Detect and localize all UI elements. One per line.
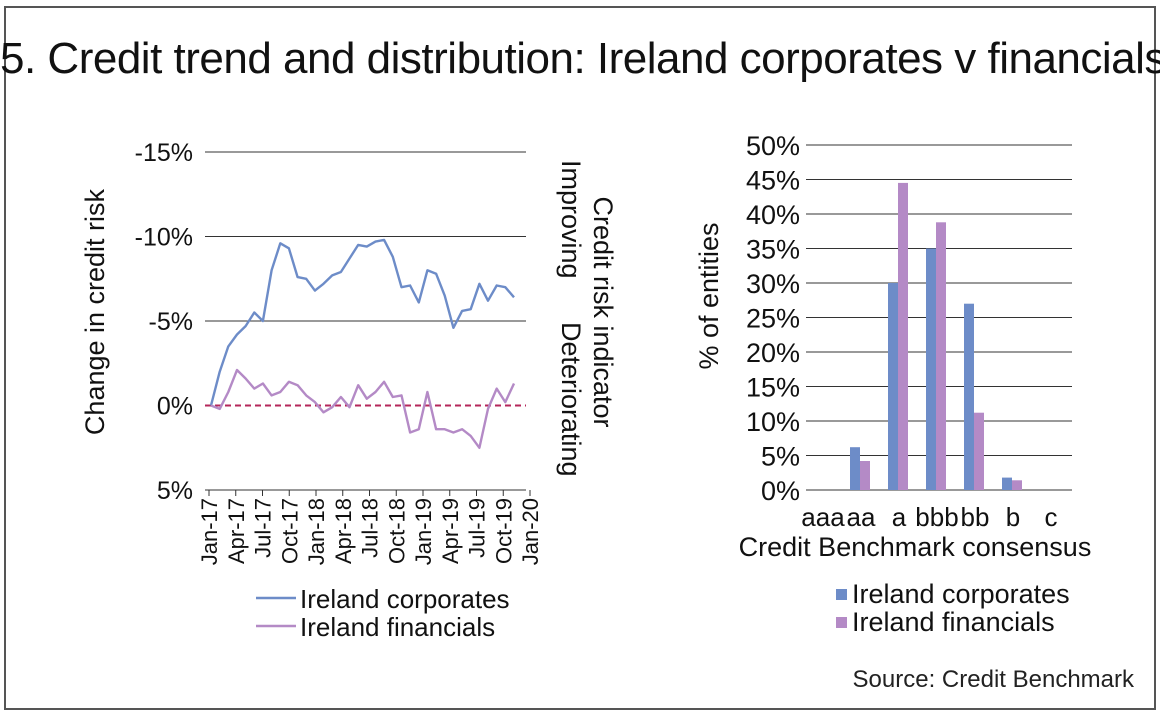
x-tick-label: Oct-18 (384, 498, 409, 564)
y-tick-label: 25% (746, 304, 800, 334)
bar-a-financials (898, 182, 908, 490)
bar-aa-corporates (850, 447, 860, 490)
y-tick-label: 0% (157, 393, 193, 421)
x-tick-label: bb (961, 502, 990, 532)
y-tick-label: 15% (746, 373, 800, 403)
page-title: 5. Credit trend and distribution: Irelan… (0, 34, 1160, 83)
x-tick-label: Oct-17 (277, 498, 302, 564)
bar-bb-financials (974, 412, 984, 490)
legend-label: Ireland corporates (300, 584, 510, 614)
x-tick-label: Apr-19 (438, 498, 463, 564)
x-tick-label: Jul-19 (465, 498, 490, 558)
series-line-financials (210, 368, 516, 449)
legend-label: Ireland corporates (852, 579, 1070, 609)
y-tick-label: 50% (746, 131, 800, 161)
x-tick-label: Jan-20 (518, 498, 543, 565)
x-tick-label: c (1045, 502, 1058, 532)
bar-aa-financials (860, 461, 870, 490)
x-tick-label: Jul-17 (251, 498, 276, 558)
y-tick-label: -15% (135, 139, 193, 167)
legend-swatch (836, 589, 847, 600)
x-tick-label: Jan-17 (197, 498, 222, 565)
bar-b-financials (1012, 480, 1022, 490)
y-tick-label: 45% (746, 166, 800, 196)
right-label-improving: Improving (556, 160, 586, 279)
x-tick-label: Apr-18 (331, 498, 356, 564)
legend-label: Ireland financials (300, 612, 495, 642)
x-tick-label: bbb (915, 502, 958, 532)
x-tick-label: b (1006, 502, 1020, 532)
source-note: Source: Credit Benchmark (852, 666, 1134, 693)
bar-b-corporates (1002, 477, 1012, 490)
y-axis-label: % of entities (694, 222, 724, 369)
y-tick-label: -5% (149, 308, 193, 336)
y-tick-label: 20% (746, 338, 800, 368)
x-axis-label: Credit Benchmark consensus (739, 532, 1092, 562)
y-tick-label: 40% (746, 200, 800, 230)
y-axis-label: Change in credit risk (80, 188, 110, 435)
line-chart: -15%-10%-5%0%5%Jan-17 Apr-17 Jul-17 Oct-17 J… (80, 139, 618, 642)
y-tick-label: -10% (135, 224, 193, 252)
series-line-corporates (209, 238, 515, 406)
chart-frame (4, 6, 1156, 710)
x-tick-label: a (892, 502, 907, 532)
legend-swatch (836, 617, 847, 628)
x-tick-label: aa (847, 502, 876, 532)
y-tick-label: 5% (761, 442, 800, 472)
x-tick-label: aaa (801, 502, 845, 532)
bar-bbb-corporates (926, 248, 936, 490)
x-tick-label: Apr-17 (224, 498, 249, 564)
y-tick-label: 30% (746, 269, 800, 299)
bar-bb-corporates (964, 303, 974, 490)
bar-a-corporates (888, 283, 898, 490)
x-tick-label: Oct-19 (491, 498, 516, 564)
bar-bbb-financials (936, 222, 946, 491)
y-tick-label: 35% (746, 235, 800, 265)
x-tick-label: Jan-18 (304, 498, 329, 565)
x-tick-label: Jul-18 (358, 498, 383, 558)
legend-label: Ireland financials (852, 607, 1055, 637)
y-tick-label: 10% (746, 407, 800, 437)
right-label-deteriorating: Deteriorating (556, 322, 586, 477)
y-tick-label: 5% (157, 477, 193, 505)
x-tick-label: Jan-19 (411, 498, 436, 565)
right-axis-title: Credit risk indicator (588, 196, 618, 427)
y-tick-label: 0% (761, 476, 800, 506)
